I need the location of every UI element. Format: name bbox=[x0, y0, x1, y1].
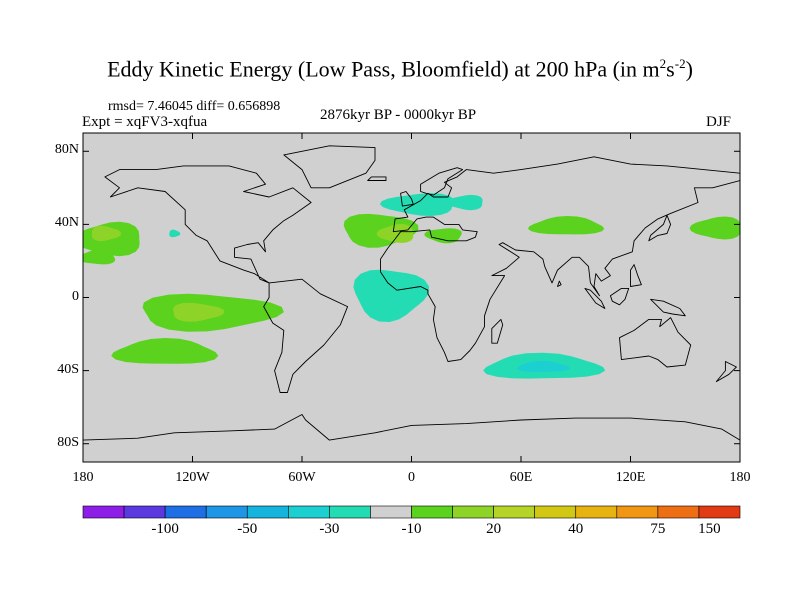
anomaly-natl-core bbox=[376, 223, 414, 243]
colorbar-swatch bbox=[657, 505, 700, 519]
colorbar-label: 75 bbox=[650, 521, 666, 537]
season-label: DJF bbox=[706, 114, 732, 130]
coast-north-america bbox=[104, 165, 312, 284]
coast-eurasia-africa bbox=[380, 156, 740, 362]
lon-label: 60E bbox=[509, 470, 533, 485]
coast-new-guinea bbox=[650, 298, 686, 317]
colorbar-label: 150 bbox=[698, 521, 721, 537]
colorbar-swatch bbox=[534, 505, 577, 519]
coast-australia bbox=[619, 317, 692, 368]
colorbar-swatch bbox=[370, 505, 412, 519]
lat-label: 40S bbox=[57, 361, 79, 377]
colorbar-label: 40 bbox=[568, 521, 584, 537]
colorbar-label: -30 bbox=[319, 521, 340, 537]
coast-sumatra bbox=[584, 287, 606, 309]
anomaly-sio-core bbox=[516, 360, 571, 372]
lat-label: 80N bbox=[54, 142, 79, 158]
colorbar-swatch bbox=[698, 505, 741, 519]
colorbar-swatch bbox=[452, 505, 494, 519]
coast-japan bbox=[648, 214, 672, 242]
lat-label: 40N bbox=[54, 215, 79, 231]
colorbar-label: -50 bbox=[237, 521, 258, 537]
anomaly-med bbox=[424, 228, 462, 244]
anomaly-npac-e-core bbox=[91, 225, 122, 242]
anomaly-epac-core bbox=[173, 302, 225, 322]
coast-scandinavia bbox=[420, 167, 464, 196]
anomaly-natl-neg2 bbox=[445, 194, 483, 211]
coast-new-zealand bbox=[715, 361, 737, 383]
coast-philippines bbox=[630, 264, 642, 287]
colorbar-label: -100 bbox=[151, 521, 179, 537]
colorbar bbox=[82, 505, 741, 519]
experiment-label: Expt = xqFV3-xqfua bbox=[82, 114, 208, 130]
colorbar-swatch bbox=[616, 505, 659, 519]
colorbar-swatch bbox=[575, 505, 618, 519]
anomaly-asia bbox=[527, 216, 605, 235]
colorbar-swatch bbox=[329, 505, 371, 519]
lon-label: 120W bbox=[175, 470, 210, 485]
coast-south-america bbox=[263, 278, 349, 393]
coast-uk bbox=[400, 191, 414, 207]
colorbar-swatch bbox=[246, 505, 289, 519]
coast-borneo bbox=[609, 287, 630, 306]
anomaly-spac bbox=[111, 338, 219, 364]
anomaly-tatl bbox=[353, 269, 429, 322]
anomaly-npac-w bbox=[689, 216, 740, 240]
lon-label: 120E bbox=[615, 470, 646, 485]
colorbar-swatch bbox=[205, 505, 248, 519]
period-label: 2876kyr BP - 0000kyr BP bbox=[320, 107, 477, 123]
anomaly-natl-neg bbox=[379, 193, 454, 216]
chart-title: Eddy Kinetic Energy (Low Pass, Bloomfiel… bbox=[107, 56, 693, 82]
axis-ticks bbox=[82, 133, 741, 462]
colorbar-label: 20 bbox=[486, 521, 502, 537]
stats-text: rmsd= 7.46045 diff= 0.656898 bbox=[108, 99, 281, 114]
colorbar-swatch bbox=[288, 505, 330, 519]
anomaly-pac-neg bbox=[169, 229, 181, 238]
anomaly-fields bbox=[83, 193, 740, 379]
colorbar-swatch bbox=[82, 505, 125, 519]
coast-antarctica bbox=[83, 414, 740, 462]
lat-label: 80S bbox=[57, 434, 79, 450]
lat-label: 0 bbox=[72, 288, 79, 304]
coastlines bbox=[83, 145, 740, 462]
lon-label: 60W bbox=[288, 470, 316, 485]
colorbar-label: -10 bbox=[401, 521, 422, 537]
colorbar-swatch bbox=[493, 505, 535, 519]
colorbar-swatch bbox=[411, 505, 453, 519]
lon-label: 180 bbox=[729, 470, 751, 485]
lon-label: 180 bbox=[72, 470, 94, 485]
coast-iceland bbox=[367, 176, 387, 181]
coast-greenland bbox=[283, 145, 376, 189]
coast-madagascar bbox=[491, 318, 504, 344]
anomaly-npac-w2 bbox=[83, 249, 116, 265]
colorbar-swatch bbox=[123, 505, 166, 519]
colorbar-swatch bbox=[164, 505, 207, 519]
coast-sri-lanka bbox=[557, 280, 562, 287]
lon-label: 0 bbox=[408, 470, 415, 485]
